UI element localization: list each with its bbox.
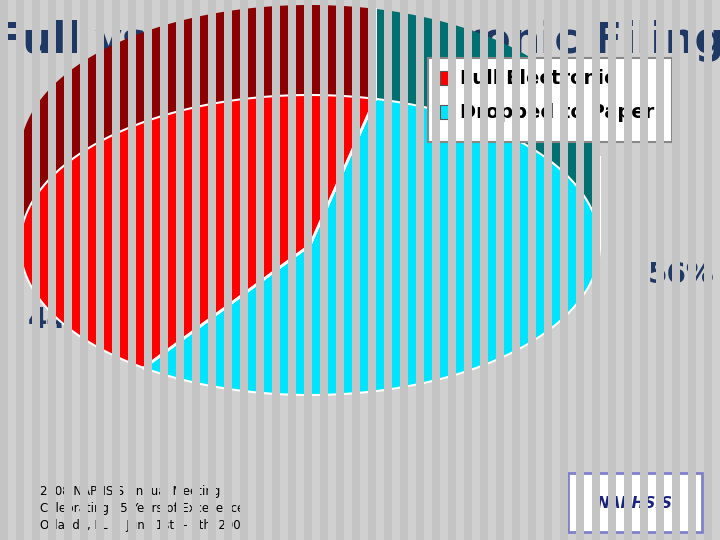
Text: 56%: 56%	[648, 261, 715, 289]
FancyBboxPatch shape	[428, 58, 672, 142]
Text: Full vs. Partial Electronic Filing: Full vs. Partial Electronic Filing	[0, 20, 720, 62]
Text: 2008 NAPHSIS Annual Meeting
Celebrating 75 Years of Excellence
Orlando, FL     J: 2008 NAPHSIS Annual Meeting Celebrating …	[40, 485, 248, 532]
Polygon shape	[20, 95, 375, 368]
Text: Full Electronic: Full Electronic	[460, 69, 616, 87]
Text: 44%: 44%	[28, 306, 94, 334]
Polygon shape	[144, 99, 600, 395]
FancyBboxPatch shape	[568, 473, 702, 532]
Polygon shape	[375, 9, 600, 247]
Text: Dropped to Paper: Dropped to Paper	[460, 103, 654, 122]
Polygon shape	[20, 5, 375, 248]
Text: NAPHSIS: NAPHSIS	[597, 496, 673, 510]
Bar	[440, 71, 454, 85]
Bar	[440, 105, 454, 119]
